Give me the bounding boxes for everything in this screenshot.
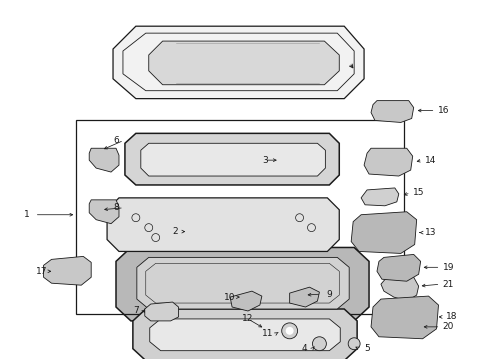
Polygon shape: [150, 319, 340, 351]
Polygon shape: [377, 255, 420, 281]
Text: 21: 21: [443, 280, 454, 289]
Text: 19: 19: [442, 263, 454, 272]
Polygon shape: [107, 198, 339, 251]
Polygon shape: [125, 133, 339, 185]
Polygon shape: [116, 247, 369, 321]
Polygon shape: [44, 256, 91, 285]
Polygon shape: [290, 287, 319, 307]
Bar: [76, 121, 404, 314]
Circle shape: [282, 323, 297, 339]
Text: 16: 16: [438, 106, 449, 115]
Circle shape: [348, 338, 360, 350]
Polygon shape: [361, 188, 399, 206]
Polygon shape: [371, 296, 439, 339]
Polygon shape: [230, 291, 262, 311]
Text: 2: 2: [173, 227, 178, 236]
Polygon shape: [381, 273, 418, 301]
Text: 9: 9: [326, 289, 332, 298]
Polygon shape: [351, 212, 416, 253]
Polygon shape: [141, 143, 325, 176]
Text: 14: 14: [425, 156, 436, 165]
Text: 4: 4: [302, 344, 307, 353]
Polygon shape: [371, 100, 414, 122]
Polygon shape: [89, 200, 119, 224]
Text: 1: 1: [24, 210, 29, 219]
Text: 7: 7: [133, 306, 139, 315]
Polygon shape: [145, 302, 178, 321]
Polygon shape: [89, 148, 119, 172]
Polygon shape: [137, 257, 349, 309]
Text: 15: 15: [413, 188, 424, 197]
Circle shape: [286, 327, 294, 335]
Text: 5: 5: [364, 344, 370, 353]
Text: 10: 10: [224, 293, 236, 302]
Polygon shape: [113, 26, 364, 99]
Text: 12: 12: [242, 314, 254, 323]
Text: 18: 18: [445, 312, 457, 321]
Polygon shape: [149, 41, 339, 85]
Text: 20: 20: [443, 322, 454, 331]
Text: 6: 6: [113, 136, 119, 145]
Polygon shape: [133, 309, 357, 360]
Text: 13: 13: [425, 228, 436, 237]
Polygon shape: [364, 148, 413, 176]
Text: 8: 8: [113, 203, 119, 212]
Text: 17: 17: [36, 267, 48, 276]
Text: 11: 11: [262, 329, 273, 338]
Polygon shape: [383, 319, 418, 337]
Text: 3: 3: [262, 156, 268, 165]
Circle shape: [313, 337, 326, 351]
